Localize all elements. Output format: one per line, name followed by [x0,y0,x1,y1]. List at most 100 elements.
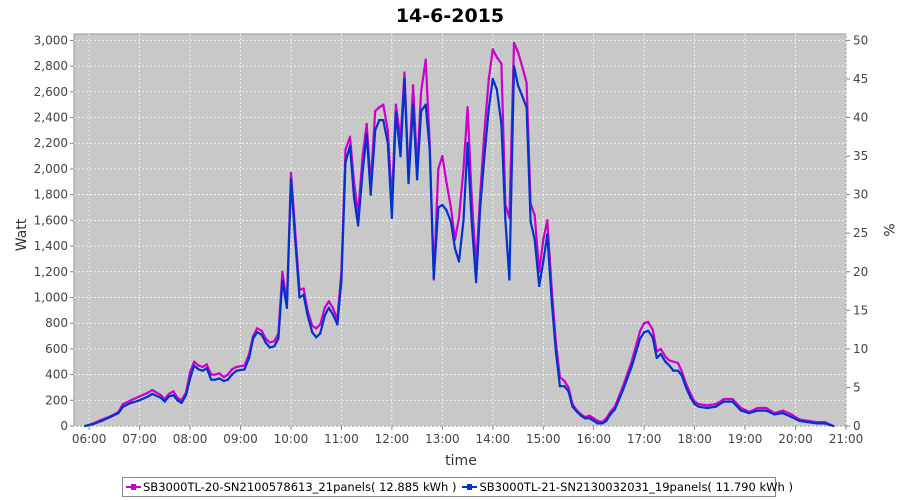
legend-label-series-1: SB3000TL-20-SN2100578613_21panels( 12.88… [143,480,457,494]
series-point-2 [558,385,561,388]
series-point-2 [222,380,225,383]
series-point-1 [655,350,658,353]
y2-tick-label: 10 [853,342,868,356]
series-point-2 [748,412,751,415]
series-point-2 [319,332,322,335]
series-point-1 [740,407,743,410]
y-tick-label: 1,200 [34,265,68,279]
series-point-1 [466,106,469,109]
series-point-2 [655,356,658,359]
series-point-1 [437,167,440,170]
series-point-2 [327,306,330,309]
x-tick-label: 21:00 [829,432,864,446]
series-point-2 [130,401,133,404]
series-point-2 [248,356,251,359]
series-point-2 [643,331,646,334]
chart-title: 14-6-2015 [396,5,504,27]
series-point-1 [100,418,103,421]
series-point-1 [453,238,456,241]
series-point-2 [235,369,238,372]
series-point-2 [121,405,124,408]
series-point-2 [596,422,599,425]
y2-tick-label: 0 [853,419,861,433]
y-tick-label: 200 [45,393,68,407]
series-point-2 [512,65,515,68]
series-point-2 [466,142,469,145]
series-point-2 [151,392,154,395]
series-point-1 [647,320,650,323]
y2-tick-label: 40 [853,111,868,125]
series-point-1 [214,373,217,376]
series-point-1 [403,71,406,74]
series-point-2 [302,293,305,296]
series-point-1 [180,399,183,402]
series-point-1 [773,412,776,415]
x-tick-label: 20:00 [778,432,813,446]
series-point-2 [189,377,192,380]
series-point-1 [151,389,154,392]
series-point-2 [832,425,835,427]
series-point-1 [201,365,204,368]
y-tick-label: 2,200 [34,136,68,150]
series-point-1 [323,306,326,309]
series-point-1 [226,373,229,376]
series-point-1 [130,399,133,402]
series-point-1 [596,419,599,422]
y-tick-label: 1,000 [34,290,68,304]
series-point-2 [491,77,494,80]
x-tick-label: 09:00 [223,432,258,446]
series-point-1 [457,216,460,219]
y-tick-label: 2,800 [34,59,68,73]
series-point-1 [621,385,624,388]
series-point-1 [378,106,381,109]
series-point-1 [748,410,751,413]
series-point-1 [319,323,322,326]
series-point-2 [109,416,112,419]
series-point-2 [495,88,498,91]
series-point-2 [407,182,410,185]
series-point-1 [798,418,801,421]
series-point-2 [517,84,520,87]
series-point-2 [773,413,776,416]
x-tick-label: 08:00 [173,432,208,446]
y2-tick-label: 5 [853,380,861,394]
series-point-1 [424,58,427,61]
series-point-2 [218,377,221,380]
y-tick-label: 1,600 [34,213,68,227]
series-point-1 [235,365,238,368]
series-point-1 [588,414,591,417]
series-point-1 [281,270,284,273]
series-point-1 [487,77,490,80]
series-point-2 [437,206,440,209]
y2-tick-label: 30 [853,188,868,202]
series-point-2 [592,419,595,422]
series-point-2 [340,279,343,282]
series-point-2 [563,385,566,388]
series-point-2 [210,378,213,381]
series-point-2 [390,216,393,219]
series-point-2 [798,419,801,422]
x-tick-label: 11:00 [324,432,359,446]
series-point-1 [260,329,263,332]
series-point-2 [193,364,196,367]
series-point-1 [807,419,810,422]
series-point-1 [605,417,608,420]
x-tick-label: 16:00 [576,432,611,446]
y2-tick-label: 20 [853,265,868,279]
series-point-2 [781,412,784,415]
series-point-2 [462,219,465,222]
series-point-2 [298,296,301,299]
series-point-1 [815,421,818,424]
y2-tick-label: 15 [853,303,868,317]
series-point-2 [538,284,541,287]
x-axis-label: time [445,453,477,469]
y-tick-label: 1,400 [34,239,68,253]
series-point-2 [525,106,528,109]
series-point-2 [609,413,612,416]
series-point-1 [790,413,793,416]
series-point-1 [193,360,196,363]
series-point-1 [592,417,595,420]
series-point-1 [668,359,671,362]
series-point-2 [500,122,503,125]
series-point-2 [205,367,208,370]
